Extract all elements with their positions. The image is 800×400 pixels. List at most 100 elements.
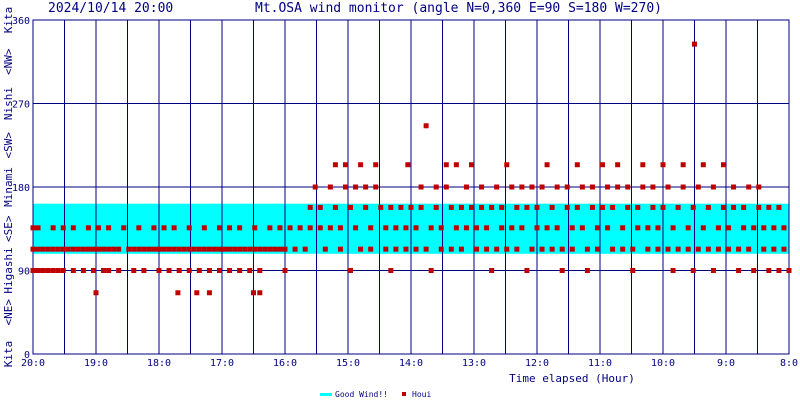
houi-point xyxy=(80,268,86,273)
houi-point xyxy=(35,246,41,252)
houi-point xyxy=(348,204,354,210)
houi-point xyxy=(766,268,772,273)
houi-point xyxy=(771,246,777,252)
y-tick-label: 180 xyxy=(12,183,30,194)
houi-point xyxy=(534,225,540,231)
houi-point xyxy=(194,290,200,296)
houi-point xyxy=(685,246,691,252)
houi-point xyxy=(610,204,616,210)
houi-point xyxy=(327,184,333,190)
houi-point xyxy=(564,184,570,190)
houi-point xyxy=(93,290,99,296)
houi-point xyxy=(166,246,172,252)
houi-point xyxy=(257,290,263,296)
houi-point xyxy=(529,184,535,190)
houi-point xyxy=(489,204,495,210)
houi-point xyxy=(247,246,253,252)
houi-point xyxy=(494,246,500,252)
direction-label: Minami xyxy=(2,167,15,207)
houi-point xyxy=(35,268,41,273)
chart-title: Mt.OSA wind monitor (angle N=0,360 E=90 … xyxy=(255,1,662,16)
houi-point xyxy=(373,162,379,168)
houi-point xyxy=(715,225,721,231)
houi-point xyxy=(322,246,328,252)
x-tick-label: 13:0 xyxy=(462,358,486,369)
houi-point xyxy=(564,204,570,210)
houi-point xyxy=(232,246,238,252)
houi-point xyxy=(176,246,182,252)
houi-point xyxy=(569,225,575,231)
houi-point xyxy=(201,225,207,231)
houi-point xyxy=(292,246,298,252)
houi-point xyxy=(463,225,469,231)
houi-point xyxy=(40,246,46,252)
houi-point xyxy=(741,225,747,231)
houi-point xyxy=(237,268,243,273)
houi-point xyxy=(453,225,459,231)
houi-point xyxy=(277,246,283,252)
houi-point xyxy=(55,246,61,252)
houi-point xyxy=(519,225,525,231)
houi-point xyxy=(101,246,107,252)
houi-point xyxy=(181,246,187,252)
houi-point xyxy=(726,225,732,231)
houi-point xyxy=(675,204,681,210)
houi-point xyxy=(327,225,333,231)
houi-point xyxy=(65,246,71,252)
plot-frame xyxy=(32,19,790,355)
houi-point xyxy=(262,246,268,252)
direction-label: <NW> xyxy=(2,48,15,75)
x-tick-label: 9:0 xyxy=(717,358,735,369)
houi-point xyxy=(509,225,515,231)
houi-point xyxy=(413,246,419,252)
y-tick-label: 0 xyxy=(24,350,30,361)
houi-point xyxy=(353,225,359,231)
houi-point xyxy=(96,225,102,231)
houi-point xyxy=(494,184,500,190)
houi-point xyxy=(705,204,711,210)
houi-point xyxy=(574,162,580,168)
houi-point xyxy=(468,204,474,210)
houi-point xyxy=(282,246,288,252)
houi-point xyxy=(60,225,66,231)
houi-point xyxy=(781,225,787,231)
houi-point xyxy=(85,246,91,252)
houi-point xyxy=(332,204,338,210)
houi-point xyxy=(161,225,167,231)
houi-point xyxy=(378,204,384,210)
houi-point xyxy=(418,184,424,190)
houi-point xyxy=(549,246,555,252)
houi-point xyxy=(307,204,313,210)
houi-point xyxy=(106,246,112,252)
houi-point xyxy=(705,246,711,252)
houi-point xyxy=(630,268,636,273)
houi-point xyxy=(116,268,122,273)
direction-label: Kita xyxy=(2,341,15,368)
houi-point xyxy=(70,268,76,273)
houi-point xyxy=(161,246,167,252)
houi-point xyxy=(665,246,671,252)
houi-point xyxy=(655,246,661,252)
houi-point xyxy=(625,184,631,190)
houi-point xyxy=(700,225,706,231)
houi-point xyxy=(605,184,611,190)
houi-point xyxy=(625,204,631,210)
houi-point xyxy=(670,268,676,273)
houi-point xyxy=(297,225,303,231)
houi-point xyxy=(35,225,41,231)
houi-point xyxy=(519,184,525,190)
houi-point xyxy=(30,268,36,273)
houi-point xyxy=(237,225,243,231)
houi-point xyxy=(549,204,555,210)
houi-point xyxy=(615,162,621,168)
houi-point xyxy=(650,184,656,190)
houi-point xyxy=(605,225,611,231)
houi-point xyxy=(211,246,217,252)
houi-point xyxy=(589,204,595,210)
houi-point xyxy=(655,225,661,231)
houi-point xyxy=(358,246,364,252)
houi-point xyxy=(544,162,550,168)
houi-point xyxy=(736,246,742,252)
y-tick-label: 90 xyxy=(18,267,30,278)
houi-point xyxy=(504,246,510,252)
